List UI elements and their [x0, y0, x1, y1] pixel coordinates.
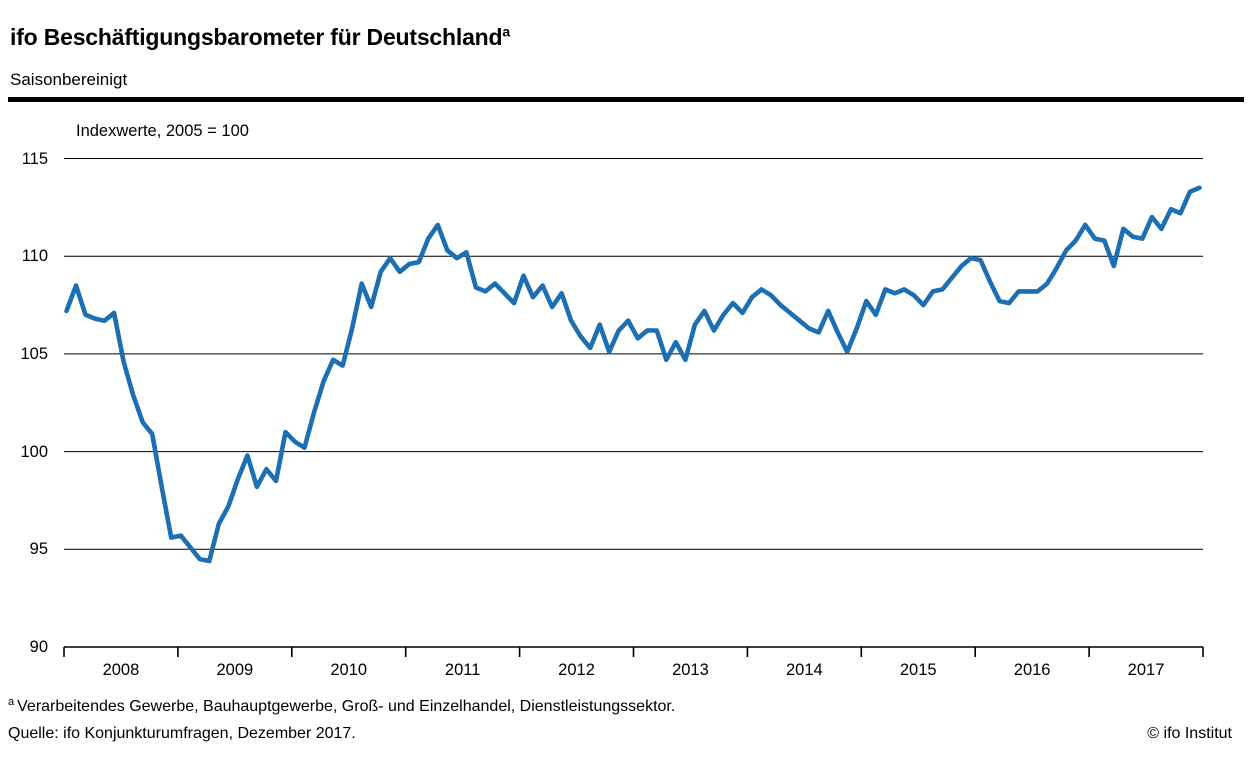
y-tick-label-95: 95	[29, 540, 48, 559]
footnote-marker: a	[8, 695, 15, 708]
x-tick-label-2013: 2013	[672, 661, 709, 679]
y-tick-label-105: 105	[20, 344, 48, 363]
copyright-line: © ifo Institut	[1147, 725, 1232, 742]
x-tick-label-2011: 2011	[444, 661, 481, 679]
y-tick-label-115: 115	[21, 149, 48, 168]
y-tick-label-100: 100	[20, 442, 48, 461]
x-tick-label-2012: 2012	[558, 661, 595, 679]
x-tick-label-2015: 2015	[899, 661, 937, 679]
footnote-text: Verarbeitendes Gewerbe, Bauhauptgewerbe,…	[17, 698, 676, 715]
x-tick-label-2014: 2014	[785, 661, 823, 679]
x-tick-label-2010: 2010	[330, 661, 368, 679]
x-tick-label-2017: 2017	[1127, 661, 1165, 679]
x-tick-label-2008: 2008	[102, 661, 140, 679]
page-subtitle: Saisonbereinigt	[10, 70, 128, 89]
x-tick-label-2009: 2009	[216, 661, 254, 679]
y-tick-label-90: 90	[29, 638, 48, 656]
source-line: Quelle: ifo Konjunkturumfragen, Dezember…	[8, 725, 356, 742]
data-series-line	[64, 185, 1202, 564]
title-footnote-marker: a	[502, 23, 510, 40]
axis-unit-annotation: Indexwerte, 2005 = 100	[76, 122, 249, 140]
divider-rule	[8, 97, 1244, 102]
page-title-text: ifo Beschäftigungsbarometer für Deutschl…	[10, 24, 503, 50]
x-tick-label-2016: 2016	[1013, 661, 1051, 679]
page-title: ifo Beschäftigungsbarometer für Deutschl…	[10, 24, 510, 51]
y-tick-label-110: 110	[21, 247, 48, 266]
footnote: a Verarbeitendes Gewerbe, Bauhauptgewerbe…	[8, 695, 676, 716]
